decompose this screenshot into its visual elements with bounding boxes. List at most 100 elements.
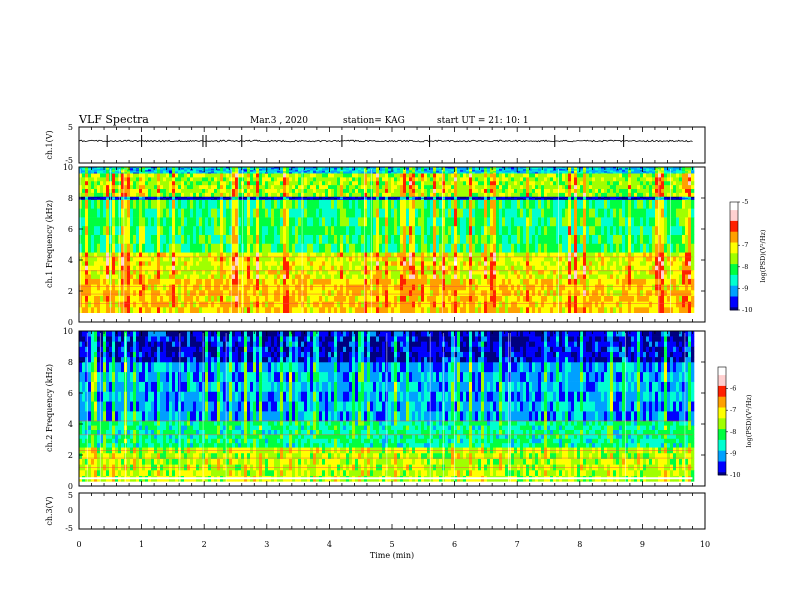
spectrogram-cell: [334, 290, 337, 296]
spectrogram-cell: [82, 185, 85, 189]
spectrogram-cell: [229, 265, 232, 270]
spectrogram-cell: [193, 279, 196, 285]
spectrogram-cell: [169, 284, 172, 290]
spectrogram-cell: [265, 261, 268, 266]
spectrogram-cell: [424, 181, 427, 185]
spectrogram-cell: [457, 173, 460, 177]
spectrogram-cell: [370, 181, 373, 185]
spectrogram-cell: [400, 284, 403, 290]
spectrogram-cell: [235, 235, 238, 244]
spectrogram-cell: [337, 208, 340, 217]
spectrogram-cell: [322, 252, 325, 257]
spectrogram-cell: [391, 261, 394, 266]
spectrogram-cell: [268, 226, 271, 235]
spectrogram-cell: [208, 200, 211, 209]
spectrogram-cell: [457, 217, 460, 226]
spectrogram-cell: [319, 296, 322, 302]
spectrogram-cell: [139, 208, 142, 217]
spectrogram-cell: [346, 257, 349, 262]
spectrogram-cell: [130, 217, 133, 226]
spectrogram-cell: [82, 252, 85, 257]
spectrogram-cell: [97, 270, 100, 275]
spectrogram-cell: [172, 189, 175, 193]
spectrogram-cell: [103, 177, 106, 181]
spectrogram-cell: [403, 296, 406, 302]
spectrogram-cell: [214, 270, 217, 275]
spectrogram-cell: [91, 217, 94, 226]
spectrogram-cell: [304, 185, 307, 189]
spectrogram-cell: [226, 243, 229, 252]
spectrogram-cell: [493, 279, 496, 285]
spectrogram-cell: [193, 296, 196, 302]
spectrogram-cell: [346, 307, 349, 313]
spectrogram-cell: [400, 226, 403, 235]
spectrogram-cell: [439, 217, 442, 226]
spectrogram-cell: [262, 261, 265, 266]
spectrogram-cell: [274, 181, 277, 185]
spectrogram-cell: [337, 173, 340, 177]
spectrogram-cell: [88, 177, 91, 181]
spectrogram-cell: [490, 296, 493, 302]
spectrogram-cell: [427, 290, 430, 296]
spectrogram-cell: [436, 290, 439, 296]
spectrogram-cell: [298, 193, 301, 197]
spectrogram-cell: [409, 217, 412, 226]
spectrogram-cell: [349, 173, 352, 177]
spectrogram-cell: [91, 181, 94, 185]
spectrogram-cell: [259, 226, 262, 235]
spectrogram-cell: [376, 265, 379, 270]
spectrogram-cell: [130, 270, 133, 275]
spectrogram-cell: [388, 235, 391, 244]
spectrogram-cell: [298, 274, 301, 279]
spectrogram-cell: [82, 261, 85, 266]
spectrogram-cell: [169, 243, 172, 252]
spectrogram-cell: [460, 301, 463, 307]
spectrogram-cell: [331, 307, 334, 313]
spectrogram-cell: [304, 284, 307, 290]
spectrogram-cell: [433, 177, 436, 181]
spectrogram-cell: [259, 208, 262, 217]
spectrogram-cell: [448, 284, 451, 290]
spectrogram-cell: [205, 252, 208, 257]
spectrogram-cell: [361, 181, 364, 185]
spectrogram-cell: [382, 226, 385, 235]
spectrogram-cell: [124, 296, 127, 302]
spectrogram-cell: [427, 279, 430, 285]
spectrogram-cell: [445, 279, 448, 285]
spectrogram-cell: [283, 296, 286, 302]
spectrogram-cell: [163, 290, 166, 296]
spectrogram-cell: [388, 177, 391, 181]
spectrogram-cell: [370, 173, 373, 177]
spectrogram-cell: [181, 226, 184, 235]
spectrogram-cell: [277, 270, 280, 275]
spectrogram-cell: [259, 270, 262, 275]
spectrogram-cell: [205, 226, 208, 235]
spectrogram-cell: [247, 217, 250, 226]
spectrogram-cell: [388, 290, 391, 296]
spectrogram-cell: [472, 284, 475, 290]
spectrogram-cell: [217, 274, 220, 279]
spectrogram-cell: [430, 226, 433, 235]
spectrogram-cell: [190, 173, 193, 177]
spectrogram-cell: [481, 265, 484, 270]
spectrogram-cell: [271, 301, 274, 307]
spectrogram-cell: [232, 296, 235, 302]
spectrogram-cell: [256, 307, 259, 313]
spectrogram-cell: [319, 235, 322, 244]
spectrogram-cell: [133, 200, 136, 209]
spectrogram-cell: [97, 193, 100, 197]
spectrogram-cell: [319, 301, 322, 307]
spectrogram-cell: [250, 208, 253, 217]
spectrogram-cell: [157, 284, 160, 290]
spectrogram-cell: [259, 307, 262, 313]
spectrogram-cell: [487, 177, 490, 181]
spectrogram-cell: [433, 270, 436, 275]
spectrogram-cell: [286, 252, 289, 257]
spectrogram-cell: [415, 261, 418, 266]
spectrogram-cell: [445, 181, 448, 185]
spectrogram-cell: [376, 189, 379, 193]
spectrogram-cell: [298, 189, 301, 193]
spectrogram-cell: [211, 265, 214, 270]
spectrogram-cell: [358, 301, 361, 307]
spectrogram-cell: [325, 307, 328, 313]
